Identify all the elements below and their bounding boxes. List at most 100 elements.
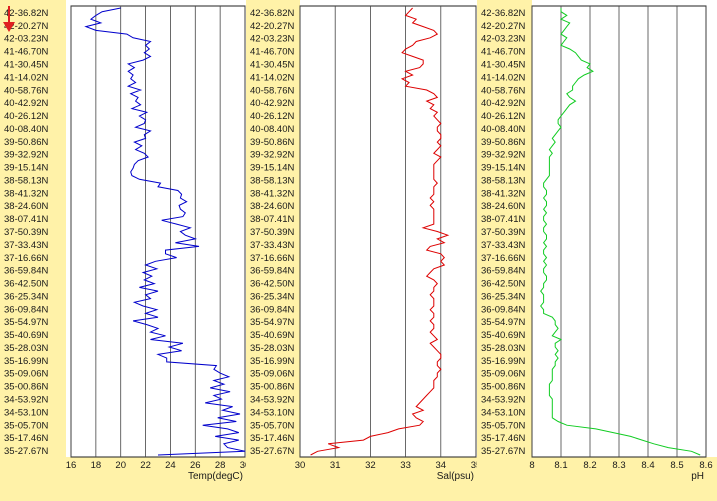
x-tick-label: 20 bbox=[115, 460, 126, 471]
latitude-label: 37-50.39N bbox=[481, 227, 526, 238]
latitude-label: 42-20.27N bbox=[250, 21, 295, 32]
latitude-label: 41-30.45N bbox=[4, 59, 49, 70]
latitude-label: 38-24.60N bbox=[4, 201, 49, 212]
latitude-label: 42-03.23N bbox=[250, 34, 295, 45]
label-band bbox=[0, 0, 66, 501]
latitude-label: 39-15.14N bbox=[250, 163, 295, 174]
latitude-label: 35-27.67N bbox=[481, 446, 526, 457]
axis-band bbox=[477, 457, 717, 501]
x-tick-label: 18 bbox=[91, 460, 102, 471]
latitude-label: 42-36.82N bbox=[4, 8, 49, 19]
latitude-label: 35-54.97N bbox=[481, 317, 526, 328]
label-band bbox=[477, 0, 532, 501]
latitude-label: 42-36.82N bbox=[250, 8, 295, 19]
latitude-label: 37-33.43N bbox=[481, 240, 526, 251]
latitude-label: 40-08.40N bbox=[250, 124, 295, 135]
x-tick-label: 8.4 bbox=[641, 460, 654, 471]
latitude-label: 36-09.84N bbox=[481, 304, 526, 315]
latitude-label: 42-36.82N bbox=[481, 8, 526, 19]
latitude-label: 34-53.92N bbox=[481, 395, 526, 406]
latitude-label: 42-03.23N bbox=[481, 34, 526, 45]
latitude-label: 35-27.67N bbox=[250, 446, 295, 457]
latitude-label: 35-40.69N bbox=[4, 330, 49, 341]
latitude-label: 37-33.43N bbox=[4, 240, 49, 251]
axis-band bbox=[246, 457, 477, 501]
latitude-label: 41-46.70N bbox=[481, 47, 526, 58]
latitude-label: 38-24.60N bbox=[250, 201, 295, 212]
axis-band bbox=[0, 457, 246, 501]
latitude-label: 35-05.70N bbox=[4, 420, 49, 431]
latitude-label: 35-28.03N bbox=[4, 343, 49, 354]
latitude-label: 39-32.92N bbox=[481, 150, 526, 161]
latitude-label: 35-28.03N bbox=[481, 343, 526, 354]
latitude-label: 41-14.02N bbox=[481, 72, 526, 83]
latitude-label: 35-00.86N bbox=[481, 382, 526, 393]
latitude-label: 36-25.34N bbox=[4, 291, 49, 302]
latitude-label: 38-24.60N bbox=[481, 201, 526, 212]
x-axis-label: Sal(psu) bbox=[437, 471, 474, 482]
x-tick-label: 33 bbox=[400, 460, 411, 471]
latitude-label: 34-53.10N bbox=[481, 407, 526, 418]
x-axis-label: Temp(degC) bbox=[188, 471, 243, 482]
x-tick-label: 16 bbox=[66, 460, 77, 471]
latitude-label: 36-25.34N bbox=[250, 291, 295, 302]
latitude-label: 40-08.40N bbox=[4, 124, 49, 135]
latitude-label: 35-17.46N bbox=[250, 433, 295, 444]
latitude-label: 35-16.99N bbox=[250, 356, 295, 367]
latitude-label: 41-30.45N bbox=[250, 59, 295, 70]
latitude-label: 34-53.10N bbox=[250, 407, 295, 418]
latitude-label: 36-42.50N bbox=[4, 279, 49, 290]
x-tick-label: 31 bbox=[330, 460, 341, 471]
latitude-label: 36-42.50N bbox=[481, 279, 526, 290]
latitude-label: 36-59.84N bbox=[481, 266, 526, 277]
panel-2: 42-36.82N 42-20.27N 42-03.23N 41-46.70N41-3… bbox=[246, 0, 481, 501]
x-tick-label: 8.6 bbox=[699, 460, 712, 471]
x-tick-label: 32 bbox=[365, 460, 376, 471]
latitude-label: 42-03.23N bbox=[4, 34, 49, 45]
latitude-label: 35-17.46N bbox=[481, 433, 526, 444]
latitude-label: 36-59.84N bbox=[250, 266, 295, 277]
down-arrow-icon bbox=[3, 6, 15, 32]
latitude-label: 40-42.92N bbox=[250, 98, 295, 109]
latitude-label: 37-16.66N bbox=[4, 253, 49, 264]
latitude-label: 34-53.92N bbox=[250, 395, 295, 406]
latitude-label: 40-58.76N bbox=[250, 85, 295, 96]
latitude-label: 41-46.70N bbox=[250, 47, 295, 58]
latitude-label: 38-58.13N bbox=[250, 175, 295, 186]
latitude-label: 34-53.92N bbox=[4, 395, 49, 406]
latitude-label: 35-54.97N bbox=[4, 317, 49, 328]
profile-line bbox=[84, 7, 246, 456]
profile-line bbox=[310, 7, 450, 456]
latitude-label: 38-41.32N bbox=[481, 188, 526, 199]
latitude-label: 39-32.92N bbox=[4, 150, 49, 161]
latitude-label: 40-58.76N bbox=[4, 85, 49, 96]
latitude-label: 35-05.70N bbox=[250, 420, 295, 431]
latitude-label: 42-20.27N bbox=[481, 21, 526, 32]
plot-area bbox=[299, 5, 477, 458]
x-tick-label: 30 bbox=[240, 460, 251, 471]
latitude-label: 38-07.41N bbox=[250, 214, 295, 225]
latitude-label: 39-50.86N bbox=[250, 137, 295, 148]
latitude-label: 35-28.03N bbox=[250, 343, 295, 354]
latitude-label: 35-09.06N bbox=[481, 369, 526, 380]
latitude-label: 35-54.97N bbox=[250, 317, 295, 328]
x-tick-label: 34 bbox=[436, 460, 447, 471]
latitude-label: 38-07.41N bbox=[4, 214, 49, 225]
latitude-label: 40-26.12N bbox=[481, 111, 526, 122]
latitude-label: 39-50.86N bbox=[481, 137, 526, 148]
plot-area bbox=[70, 5, 246, 458]
x-tick-label: 8.1 bbox=[554, 460, 567, 471]
x-tick-label: 24 bbox=[165, 460, 176, 471]
latitude-label: 40-08.40N bbox=[481, 124, 526, 135]
latitude-label: 41-14.02N bbox=[250, 72, 295, 83]
x-tick-label: 8.3 bbox=[612, 460, 625, 471]
latitude-label: 36-09.84N bbox=[4, 304, 49, 315]
latitude-label: 35-09.06N bbox=[250, 369, 295, 380]
latitude-label: 35-40.69N bbox=[250, 330, 295, 341]
profile-line bbox=[540, 8, 701, 456]
latitude-label: 38-41.32N bbox=[250, 188, 295, 199]
latitude-label: 36-09.84N bbox=[250, 304, 295, 315]
latitude-label: 35-27.67N bbox=[4, 446, 49, 457]
latitude-label: 36-59.84N bbox=[4, 266, 49, 277]
